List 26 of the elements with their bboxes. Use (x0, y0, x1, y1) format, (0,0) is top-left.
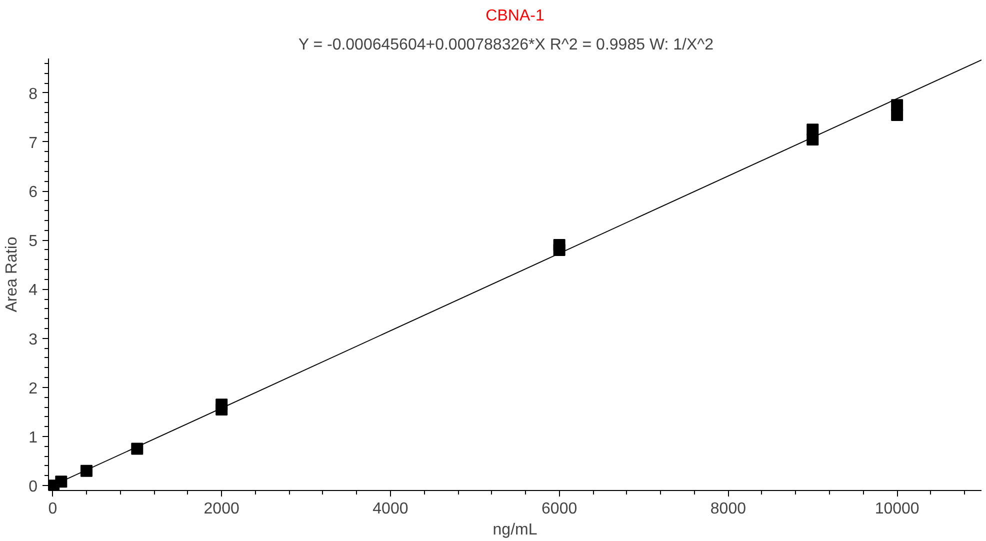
chart-subtitle: Y = -0.000645604+0.000788326*X R^2 = 0.9985 W: 1/X^2 (298, 36, 714, 54)
x-tick-label: 0 (48, 500, 58, 518)
y-tick-label: 8 (28, 86, 38, 103)
y-tick-label: 6 (28, 184, 38, 202)
y-tick-label: 7 (28, 134, 38, 152)
x-tick-label: 6000 (542, 500, 578, 518)
y-tick-label: 3 (28, 331, 38, 348)
chart-title: CBNA-1 (486, 8, 544, 24)
x-tick-label: 10000 (874, 500, 920, 518)
y-axis-title: Area Ratio (4, 236, 21, 312)
point (55, 476, 68, 488)
x-tick-label: 4000 (372, 500, 408, 518)
y-tick-label: 0 (28, 478, 38, 496)
x-tick-label: 2000 (204, 500, 240, 518)
y-tick-label: 4 (28, 282, 38, 300)
point (553, 239, 566, 252)
x-axis-title: ng/mL (492, 522, 538, 538)
point (806, 124, 819, 136)
point (80, 464, 92, 477)
point (216, 398, 228, 411)
point (131, 442, 144, 455)
point (891, 99, 904, 112)
x-tick-label: 8000 (710, 500, 746, 518)
y-tick-label: 1 (28, 430, 38, 446)
y-tick-label: 2 (28, 380, 38, 398)
y-tick-label: 5 (28, 233, 38, 250)
